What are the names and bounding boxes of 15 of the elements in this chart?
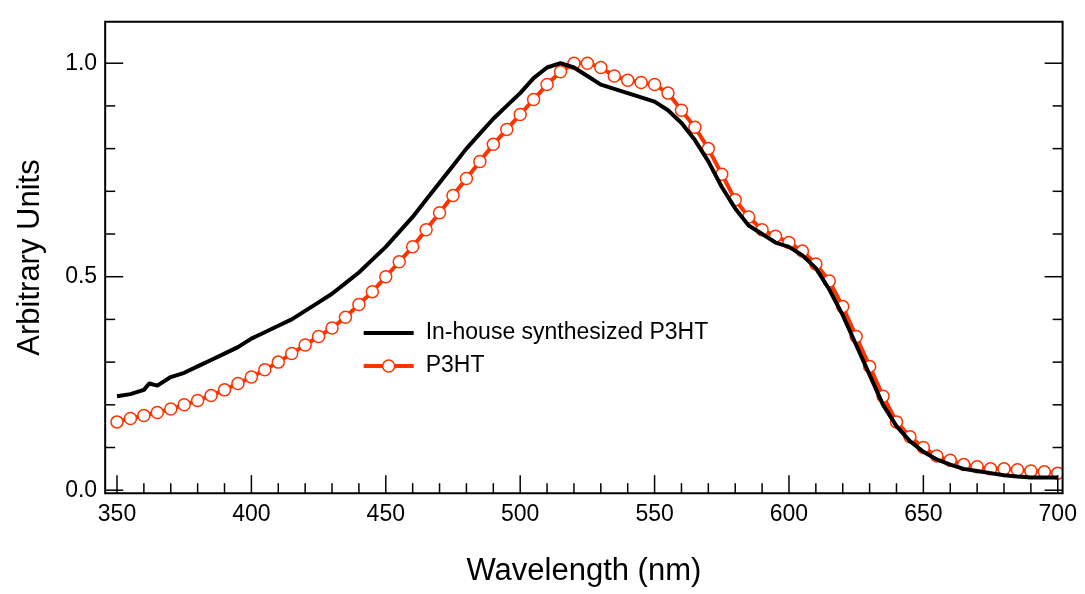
x-tick-label: 550 <box>635 500 674 527</box>
x-tick-label: 650 <box>904 500 943 527</box>
y-tick-label: 0.5 <box>65 262 98 289</box>
x-tick-label: 400 <box>232 500 271 527</box>
legend-label: In-house synthesized P3HT <box>425 318 709 345</box>
y-tick-label: 1.0 <box>65 48 98 75</box>
x-tick-label: 450 <box>366 500 405 527</box>
legend-label: P3HT <box>425 351 485 378</box>
x-axis-title: Wavelength (nm) <box>466 551 702 587</box>
y-axis-title: Arbitrary Units <box>11 159 47 356</box>
x-tick-label: 700 <box>1038 500 1077 527</box>
y-tick-label: 0.0 <box>65 475 98 502</box>
x-tick-label: 500 <box>501 500 540 527</box>
x-tick-label: 350 <box>97 500 137 527</box>
x-tick-label: 600 <box>769 500 809 527</box>
